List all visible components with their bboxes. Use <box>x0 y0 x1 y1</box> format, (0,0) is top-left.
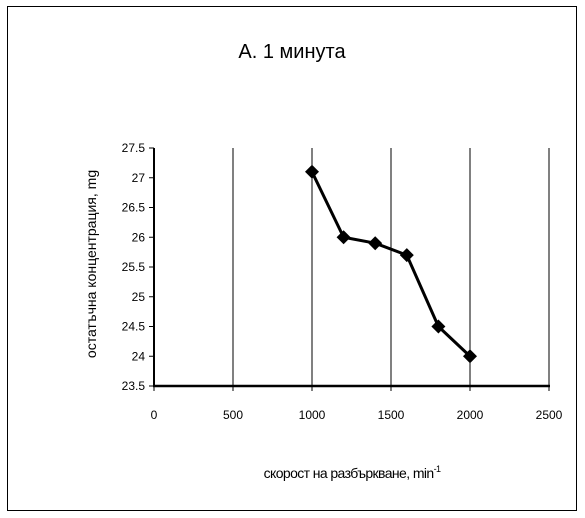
x-axis-label: скорост на разбъркване, min-1 <box>264 464 441 481</box>
y-tick-label: 27.5 <box>122 141 146 155</box>
data-point-marker <box>336 230 351 245</box>
y-tick-label: 24.5 <box>122 320 146 334</box>
series-line <box>310 171 472 358</box>
y-tick-label: 26 <box>132 230 146 244</box>
x-axis-label-text: скорост на разбъркване, min <box>264 465 434 481</box>
data-point-marker <box>305 164 319 179</box>
x-tick-label: 1000 <box>299 408 326 422</box>
data-point-marker <box>431 319 446 334</box>
data-point-marker <box>463 349 477 364</box>
y-tick-label: 23.5 <box>122 379 146 393</box>
chart-title: A. 1 минута <box>238 41 346 63</box>
x-tick-label: 2000 <box>457 408 484 422</box>
data-point-marker <box>399 248 414 263</box>
x-tick-label: 1500 <box>378 408 405 422</box>
x-axis-label-superscript: -1 <box>434 464 441 474</box>
x-tick-label: 0 <box>151 408 158 422</box>
y-axis-label: остатъчна концентрация, mg <box>83 170 99 358</box>
data-point-marker <box>368 236 383 251</box>
y-tick-label: 26.5 <box>122 201 146 215</box>
y-tick-label: 25 <box>132 290 146 304</box>
chart-frame: A. 1 минута <box>7 6 577 511</box>
y-tick-label: 24 <box>132 349 146 363</box>
y-tick-label: 27 <box>132 171 146 185</box>
x-tick-label: 500 <box>223 408 243 422</box>
x-tick-label: 2500 <box>536 408 563 422</box>
y-tick-label: 25.5 <box>122 260 146 274</box>
